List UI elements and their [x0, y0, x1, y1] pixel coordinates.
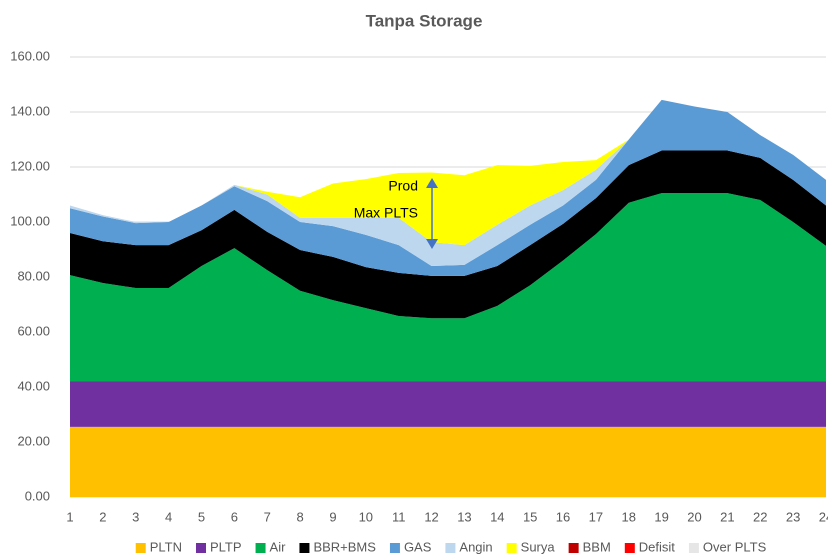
legend-swatch — [624, 543, 635, 553]
legend-swatch — [135, 543, 146, 553]
x-tick-label: 17 — [589, 509, 603, 524]
y-tick-label: 100.00 — [10, 213, 50, 228]
y-tick-label: 120.00 — [10, 158, 50, 173]
arrow-head — [426, 178, 438, 188]
area — [70, 99, 826, 246]
y-tick-label: 40.00 — [17, 378, 50, 393]
annotation: Prod Max PLTS — [354, 178, 438, 249]
x-tick-label: 6 — [231, 509, 238, 524]
arrow-head — [426, 239, 438, 249]
legend-label: BBR+BMS — [313, 539, 376, 554]
x-tick-label: 1 — [66, 509, 73, 524]
area — [70, 426, 826, 497]
legend-swatch — [255, 543, 266, 553]
areas — [70, 99, 826, 497]
x-tick-label: 5 — [198, 509, 205, 524]
area — [70, 99, 826, 276]
x-tick-label: 10 — [359, 509, 373, 524]
x-tick-label: 21 — [720, 509, 734, 524]
legend-label: PLTP — [210, 539, 242, 554]
annotation-text: Prod — [388, 178, 418, 194]
x-tick-label: 9 — [329, 509, 336, 524]
area — [70, 381, 826, 427]
y-tick-label: 0.00 — [25, 488, 50, 503]
legend-label: Over PLTS — [703, 539, 767, 554]
legend-label: Surya — [521, 539, 556, 554]
x-tick-label: 14 — [490, 509, 504, 524]
legend: PLTN PLTP Air BBR+BMS GAS Angin Surya BBM Defisi… — [135, 539, 767, 554]
area — [70, 193, 826, 382]
x-tick-label: 4 — [165, 509, 172, 524]
legend-label: BBM — [583, 539, 611, 554]
x-tick-label: 18 — [622, 509, 636, 524]
y-tick-label: 160.00 — [10, 48, 50, 63]
x-tick-label: 16 — [556, 509, 570, 524]
legend-swatch — [389, 543, 400, 553]
x-tick-label: 12 — [424, 509, 438, 524]
x-tick-label: 24 — [819, 509, 828, 524]
area — [70, 150, 826, 319]
annotation-text: Max PLTS — [354, 205, 418, 221]
x-tick-label: 3 — [132, 509, 139, 524]
legend-swatch — [445, 543, 456, 553]
x-tick-label: 22 — [753, 509, 767, 524]
x-tick-label: 2 — [99, 509, 106, 524]
x-tick-label: 13 — [457, 509, 471, 524]
legend-swatch — [688, 543, 699, 553]
x-tick-label: 19 — [654, 509, 668, 524]
legend-swatch — [195, 543, 206, 553]
legend-swatch — [568, 543, 579, 553]
y-tick-label: 80.00 — [17, 268, 50, 283]
chart-title: Tanpa Storage — [366, 11, 483, 30]
x-tick-label: 23 — [786, 509, 800, 524]
legend-label: Air — [270, 539, 287, 554]
y-tick-label: 60.00 — [17, 323, 50, 338]
legend-swatch — [506, 543, 517, 553]
x-tick-label: 15 — [523, 509, 537, 524]
legend-label: PLTN — [150, 539, 182, 554]
legend-label: Angin — [459, 539, 492, 554]
x-tick-label: 8 — [296, 509, 303, 524]
legend-label: GAS — [404, 539, 432, 554]
y-tick-label: 20.00 — [17, 433, 50, 448]
y-tick-label: 140.00 — [10, 103, 50, 118]
legend-label: Defisit — [639, 539, 676, 554]
x-tick-label: 20 — [687, 509, 701, 524]
axes: 0.00 20.00 40.00 60.00 80.00 100.00 120.00 140.… — [10, 48, 828, 524]
x-tick-label: 7 — [264, 509, 271, 524]
legend-swatch — [299, 543, 310, 553]
x-tick-label: 11 — [392, 509, 406, 524]
